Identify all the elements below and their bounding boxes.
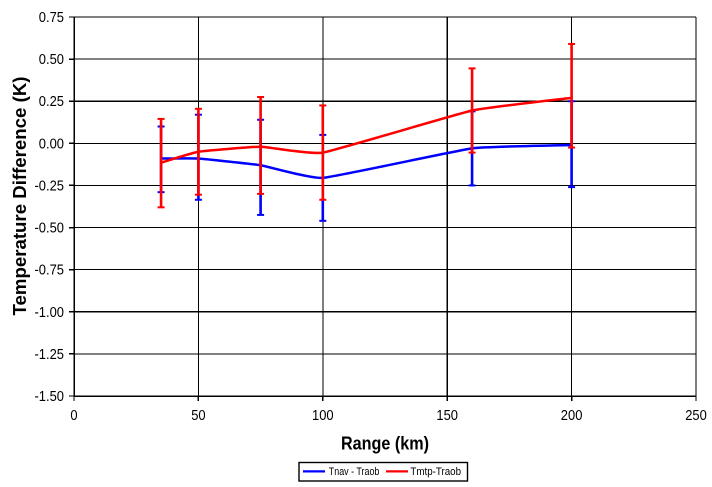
x-tick-label: 250 <box>685 408 707 424</box>
y-tick-label: -0.75 <box>35 263 65 279</box>
tick-labels: 0.75 0.50 0.25 0.00 -0.25 -0.50 -0.75 -1.00 -1.2… <box>35 10 707 424</box>
x-axis-title: Range (km) <box>341 434 429 454</box>
x-tick-label: 50 <box>191 408 205 424</box>
legend-box <box>298 461 469 482</box>
axes <box>73 17 696 397</box>
legend-label-tnav: Tnav - Traob <box>329 466 380 478</box>
y-axis-title: Temperature Difference (K) <box>10 77 30 316</box>
x-tick-label: 200 <box>561 408 583 424</box>
y-tick-label: -0.50 <box>35 221 65 237</box>
gridlines <box>74 16 697 397</box>
y-tick-label: -0.25 <box>35 178 65 194</box>
series-layer <box>157 42 576 222</box>
y-tick-label: 0.75 <box>39 10 64 26</box>
x-tick-label: 100 <box>312 408 334 424</box>
x-tick-label: 150 <box>436 408 458 424</box>
y-tick-label: 0.00 <box>39 136 64 152</box>
axis-ticks <box>69 16 697 401</box>
y-tick-label: -1.50 <box>35 389 65 405</box>
x-tick-label: 0 <box>70 408 77 424</box>
legend-label-tmtp: Tmtp-Traob <box>410 466 461 478</box>
legend: Tnav - Traob Tmtp-Traob <box>298 461 469 482</box>
y-tick-label: -1.25 <box>35 347 65 363</box>
y-tick-label: 0.50 <box>39 52 64 68</box>
y-tick-label: -1.00 <box>35 305 65 321</box>
series-line-tmtp <box>159 96 573 164</box>
y-tick-label: 0.25 <box>39 94 64 110</box>
